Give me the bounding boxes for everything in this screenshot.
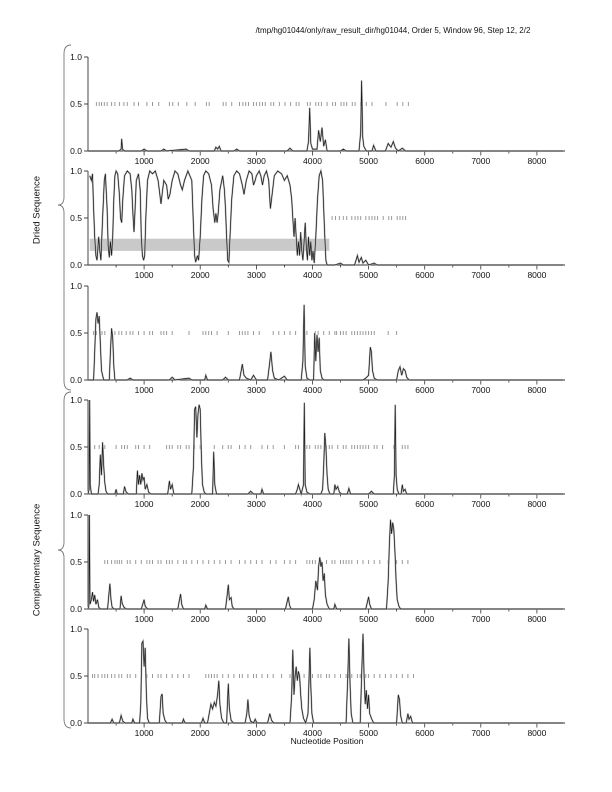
x-tick-label: 8000 [527, 270, 546, 280]
x-tick-label: 2000 [191, 499, 210, 509]
series-line [87, 514, 564, 610]
subplot-3: 0.0 0.5 1.0 1000 2000 3000 4000 5000 6000 7000 800… [70, 281, 565, 395]
y-tick-label: 0.0 [70, 604, 82, 614]
x-tick-label: 3000 [247, 499, 266, 509]
series-line [88, 304, 564, 381]
x-tick-label: 8000 [527, 614, 546, 624]
subplot-2: 0.0 0.5 1.0 1000 2000 3000 4000 5000 6000 7000 800… [70, 166, 565, 280]
y-tick-label: 1.0 [70, 624, 82, 634]
x-tick-label: 5000 [359, 499, 378, 509]
y-tick-label: 0.0 [70, 489, 82, 499]
x-tick-label: 2000 [191, 156, 210, 166]
x-tick-label: 4000 [303, 499, 322, 509]
group-label-dried-sequence: Dried Sequence [31, 175, 43, 245]
x-tick-label: 6000 [415, 728, 434, 738]
brace-dried-sequence [57, 44, 72, 391]
x-tick-label: 6000 [415, 499, 434, 509]
y-tick-label: 1.0 [70, 166, 82, 176]
x-tick-label: 6000 [415, 614, 434, 624]
y-tick-label: 1.0 [70, 395, 82, 405]
x-tick-label: 8000 [527, 728, 546, 738]
subplot-1: 0.0 0.5 1.0 1000 2000 3000 4000 5000 6000 7000 800… [70, 52, 565, 166]
subplot-6: 0.0 0.5 1.0 1000 2000 3000 4000 5000 6000 7000 800… [70, 624, 565, 738]
x-tick-label: 8000 [527, 156, 546, 166]
group-label-complementary-sequence: Complementary Sequence [31, 503, 43, 617]
x-tick-label: 4000 [303, 614, 322, 624]
x-tick-label: 8000 [527, 385, 546, 395]
y-tick-label: 0.0 [70, 260, 82, 270]
x-tick-label: 1000 [135, 499, 154, 509]
x-tick-label: 7000 [471, 270, 490, 280]
x-tick-label: 5000 [359, 728, 378, 738]
x-tick-label: 2000 [191, 728, 210, 738]
x-tick-label: 8000 [527, 499, 546, 509]
axes [87, 57, 565, 152]
highlight-band [89, 238, 330, 251]
x-tick-label: 1000 [135, 270, 154, 280]
y-tick-label: 0.5 [70, 671, 82, 681]
series-shadow [88, 633, 564, 726]
x-axis-label: Nucleotide Position [290, 736, 364, 746]
y-tick-label: 0.5 [70, 328, 82, 338]
y-tick-label: 0.0 [70, 718, 82, 728]
series-line [89, 169, 564, 266]
x-tick-label: 7000 [471, 385, 490, 395]
page-title: /tmp/hg01044/only/raw_result_dir/hg01044… [255, 26, 531, 35]
y-tick-label: 0.5 [70, 99, 82, 109]
x-tick-label: 6000 [415, 385, 434, 395]
x-tick-label: 5000 [359, 385, 378, 395]
y-tick-label: 0.5 [70, 442, 82, 452]
series-line [88, 80, 564, 152]
x-tick-label: 4000 [303, 156, 322, 166]
x-tick-label: 7000 [471, 156, 490, 166]
x-tick-label: 1000 [135, 728, 154, 738]
x-tick-label: 4000 [303, 728, 322, 738]
x-tick-label: 1000 [135, 385, 154, 395]
x-tick-label: 5000 [359, 614, 378, 624]
y-tick-label: 0.5 [70, 557, 82, 567]
x-tick-label: 3000 [247, 270, 266, 280]
subplot-5: 0.0 0.5 1.0 1000 2000 3000 4000 5000 6000 7000 800… [70, 510, 565, 624]
x-tick-label: 1000 [135, 156, 154, 166]
x-tick-label: 7000 [471, 728, 490, 738]
x-tick-label: 7000 [471, 499, 490, 509]
y-tick-label: 0.0 [70, 146, 82, 156]
subplot-4: 0.0 0.5 1.0 1000 2000 3000 4000 5000 6000 7000 800… [70, 395, 565, 509]
series-line [87, 399, 564, 496]
x-tick-label: 7000 [471, 614, 490, 624]
x-tick-label: 2000 [191, 385, 210, 395]
y-tick-label: 1.0 [70, 510, 82, 520]
y-tick-label: 1.0 [70, 52, 82, 62]
axes [87, 286, 565, 381]
x-tick-label: 6000 [415, 270, 434, 280]
x-tick-label: 2000 [191, 270, 210, 280]
series-shadow [88, 304, 564, 382]
x-tick-label: 5000 [359, 270, 378, 280]
x-tick-label: 4000 [303, 385, 322, 395]
x-tick-label: 3000 [247, 156, 266, 166]
brace-complementary-sequence [57, 391, 72, 729]
x-tick-label: 3000 [247, 614, 266, 624]
x-tick-label: 2000 [191, 614, 210, 624]
x-tick-label: 3000 [247, 385, 266, 395]
y-tick-label: 0.5 [70, 213, 82, 223]
x-tick-label: 1000 [135, 614, 154, 624]
series-line [88, 633, 564, 725]
y-tick-label: 1.0 [70, 281, 82, 291]
x-tick-label: 4000 [303, 270, 322, 280]
x-tick-label: 5000 [359, 156, 378, 166]
x-tick-label: 3000 [247, 728, 266, 738]
x-tick-label: 6000 [415, 156, 434, 166]
y-tick-label: 0.0 [70, 375, 82, 385]
